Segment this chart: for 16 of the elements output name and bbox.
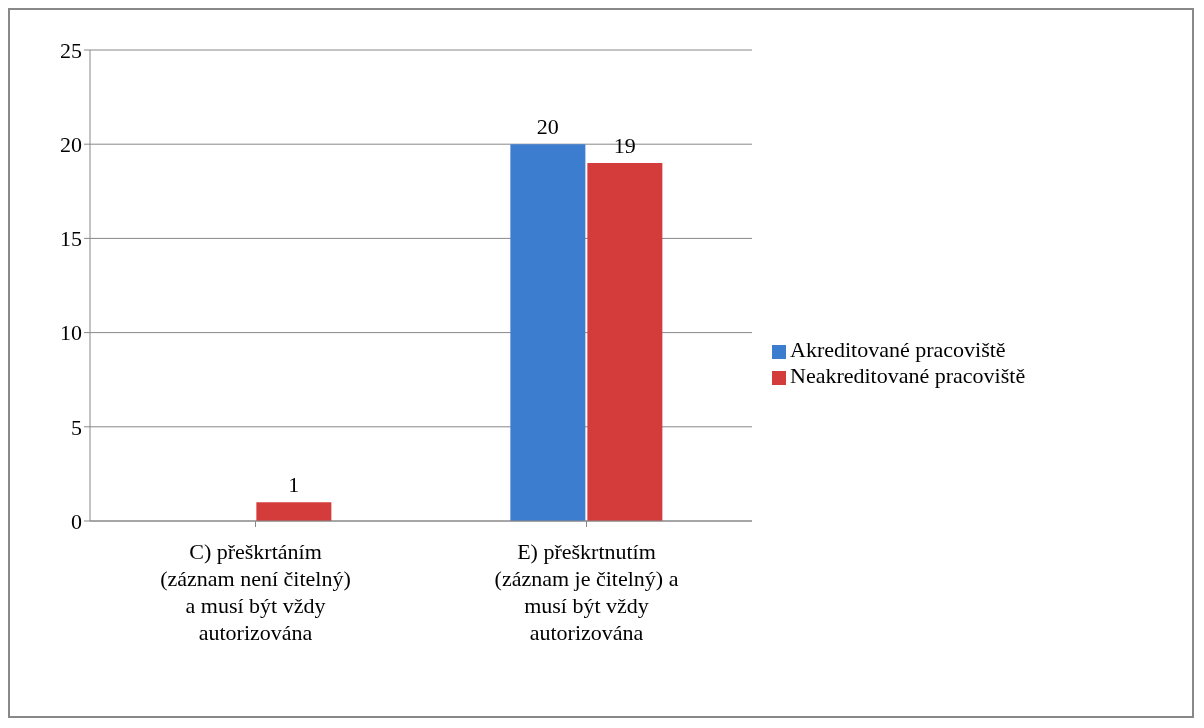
- data-label: 19: [613, 133, 636, 159]
- y-tick-label: 5: [71, 414, 82, 440]
- y-tick-label: 25: [60, 37, 82, 63]
- x-tick-label: E) přeškrtnutím (záznam je čitelný) a musí být vždy autorizována: [494, 539, 679, 645]
- bar: [510, 144, 586, 521]
- y-tick-label: 20: [60, 132, 82, 158]
- x-tick-label: C) přeškrtáním (záznam není čitelný) a musí být vždy autorizována: [160, 539, 351, 645]
- y-tick-label: 10: [60, 320, 82, 346]
- data-label: 20: [536, 114, 559, 140]
- y-tick-label: 15: [60, 226, 82, 252]
- y-tick-label: 0: [71, 508, 82, 534]
- data-label: 1: [288, 472, 300, 498]
- legend-label: Akreditované pracoviště: [790, 337, 1006, 362]
- bar: [256, 502, 332, 521]
- bar: [587, 163, 663, 521]
- legend-label: Neakreditované pracoviště: [790, 363, 1026, 388]
